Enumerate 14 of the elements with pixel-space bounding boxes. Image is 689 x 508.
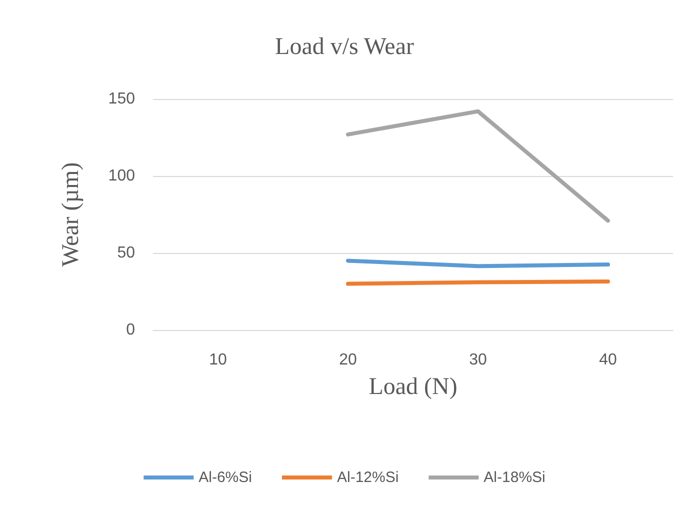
x-tick-label: 10: [209, 352, 227, 368]
y-tick-label: 150: [108, 90, 136, 108]
y-axis-title: Wear (µm): [58, 162, 84, 267]
x-tick-label: 20: [339, 352, 357, 368]
legend-label: Al-12%Si: [336, 469, 399, 486]
y-tick-label: 100: [108, 168, 136, 184]
legend-label: Al-6%Si: [198, 469, 252, 486]
x-tick-label: 30: [469, 352, 487, 368]
legend-label: Al-18%Si: [484, 469, 546, 486]
y-tick-label: 0: [126, 322, 136, 338]
chart-title: Load v/s Wear: [275, 34, 414, 60]
y-tick-label: 50: [117, 244, 136, 262]
x-tick-label: 40: [599, 352, 617, 368]
x-axis-title: Load (N): [368, 374, 458, 400]
